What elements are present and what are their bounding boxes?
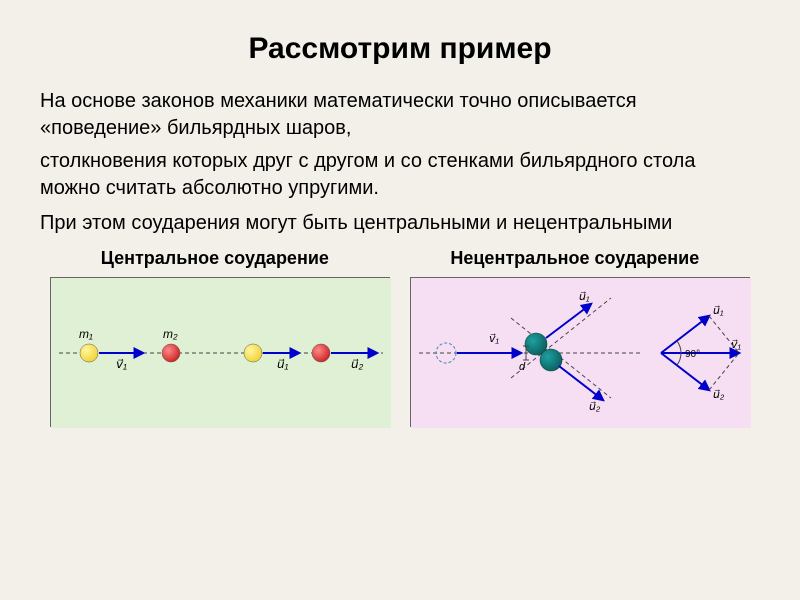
svg-text:u⃗₂: u⃗₂	[589, 401, 601, 413]
column-headers: Центральное соударение Нецентральное соу…	[40, 248, 760, 269]
right-panel: v⃗₁du⃗₁u⃗₂u⃗₁u⃗₂v⃗₁90°	[410, 277, 750, 427]
left-panel: m₁ v⃗₁ m₂ u⃗₁ u⃗₂	[50, 277, 390, 427]
right-header: Нецентральное соударение	[450, 248, 699, 269]
svg-text:u⃗₁: u⃗₁	[713, 305, 724, 317]
svg-text:m₁: m₁	[79, 327, 93, 341]
left-header: Центральное соударение	[101, 248, 329, 269]
central-collision-diagram: m₁ v⃗₁ m₂ u⃗₁ u⃗₂	[51, 278, 391, 428]
diagram-panels: m₁ v⃗₁ m₂ u⃗₁ u⃗₂ v⃗₁ d u⃗₁ u⃗₂ u⃗₁ u⃗₂ v⃗₁ 90°	[40, 277, 760, 427]
page-title: Рассмотрим пример	[40, 32, 760, 66]
noncentral-collision-diagram: v⃗₁du⃗₁u⃗₂u⃗₁u⃗₂v⃗₁90°	[411, 278, 751, 428]
svg-text:v⃗₁: v⃗₁	[489, 333, 500, 345]
svg-text:d: d	[519, 361, 526, 373]
svg-text:m₂: m₂	[163, 327, 178, 341]
intro-para-2: столкновения которых друг с другом и со …	[40, 148, 760, 202]
svg-text:u⃗₂: u⃗₂	[351, 357, 364, 371]
svg-text:90°: 90°	[685, 349, 700, 360]
svg-text:v⃗₁: v⃗₁	[116, 357, 127, 371]
svg-text:u⃗₁: u⃗₁	[277, 357, 289, 371]
subnote: При этом соударения могут быть центральн…	[40, 210, 760, 236]
intro-para-1: На основе законов механики математически…	[40, 88, 760, 142]
svg-text:u⃗₂: u⃗₂	[713, 389, 725, 401]
svg-text:u⃗₁: u⃗₁	[579, 291, 590, 303]
